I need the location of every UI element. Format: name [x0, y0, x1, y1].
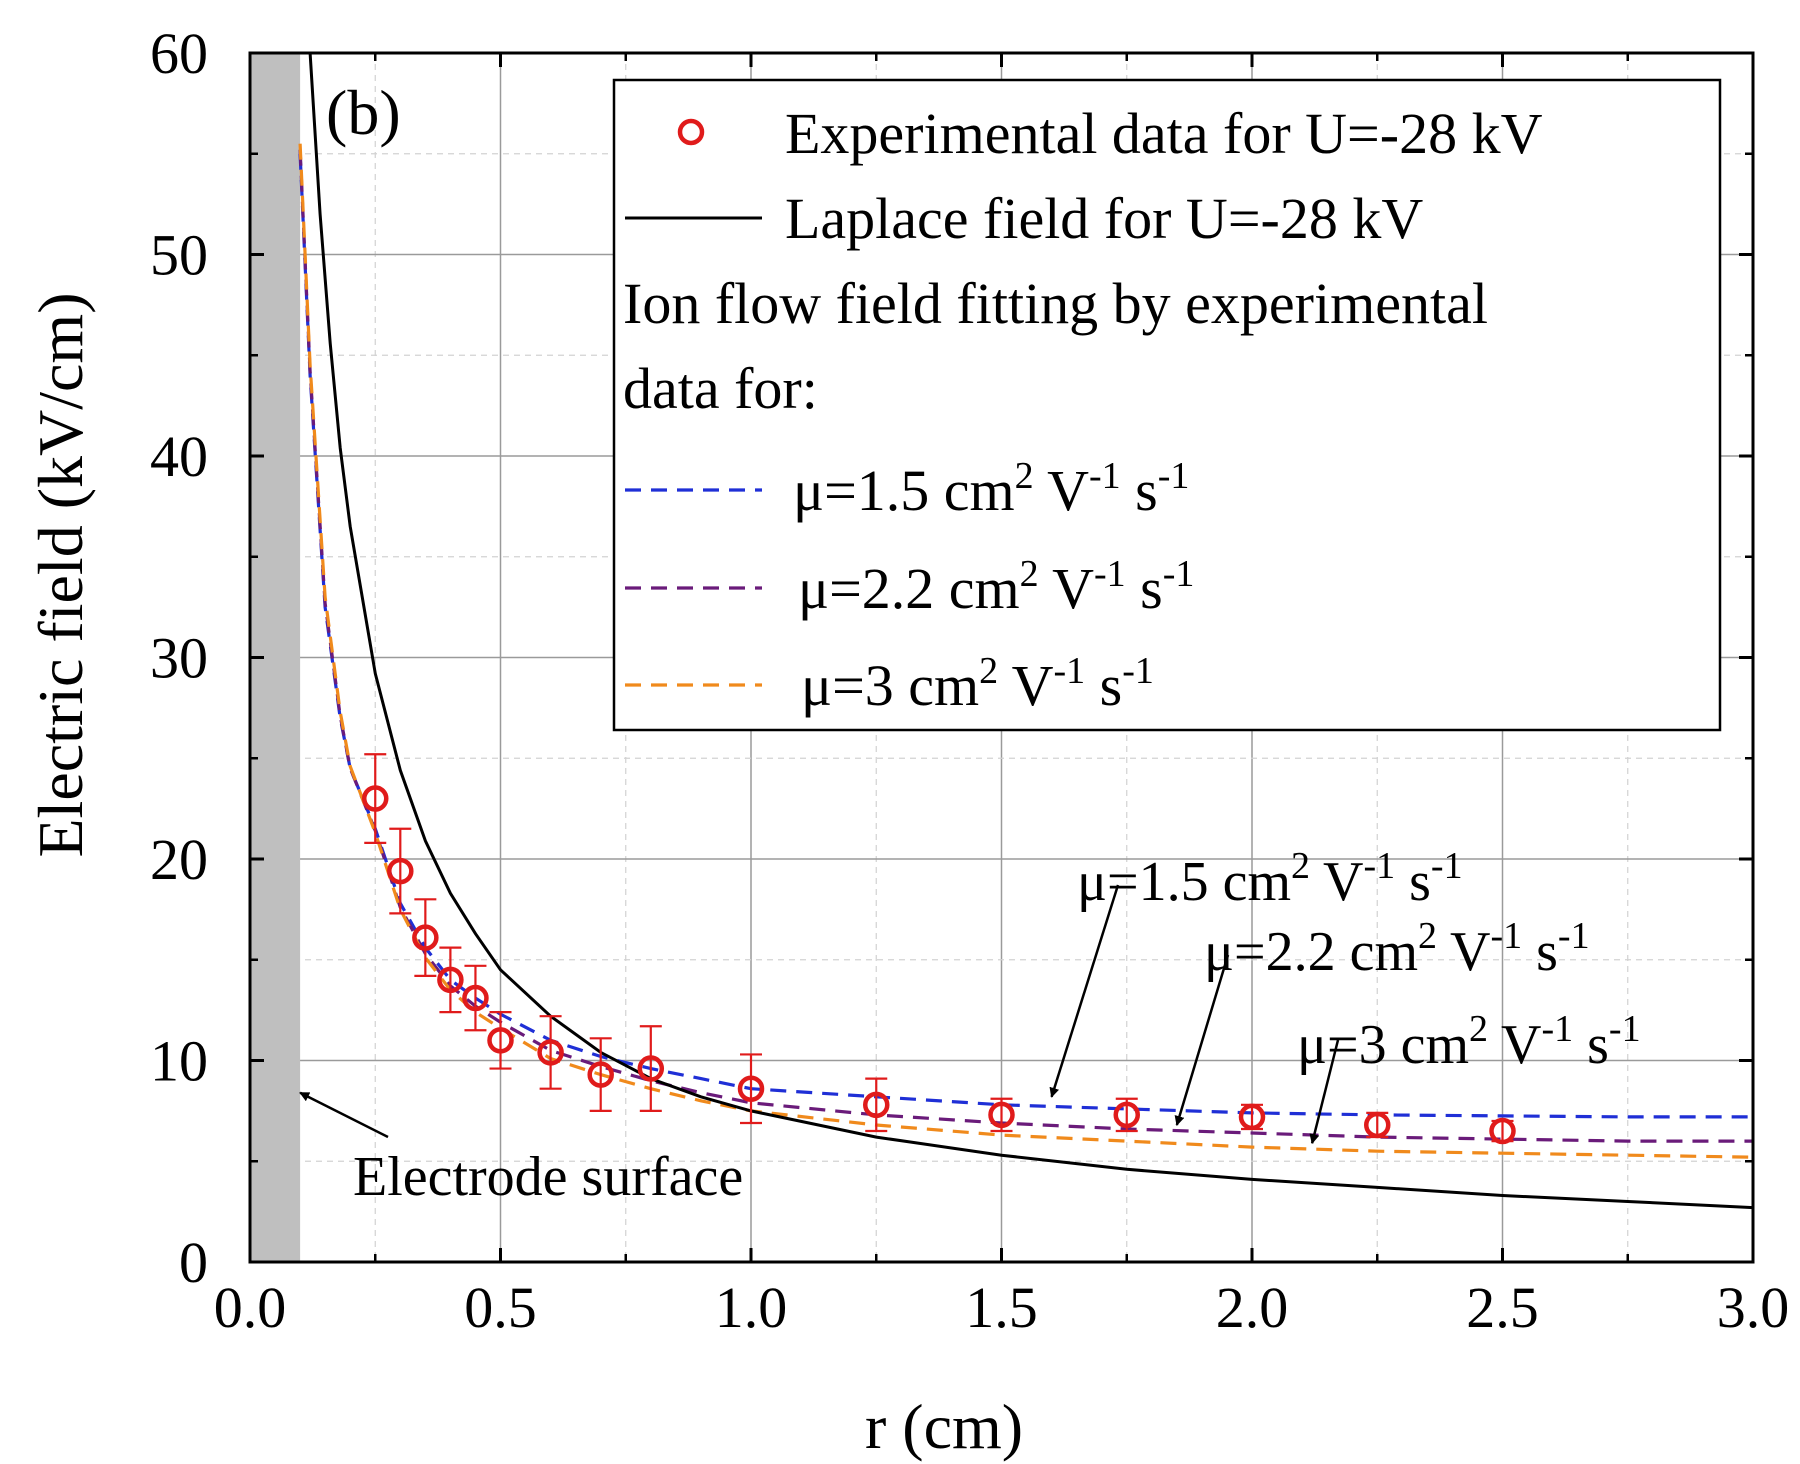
- experimental-point: [464, 966, 486, 1030]
- y-tick-label: 20: [150, 827, 208, 892]
- experimental-point: [1492, 1120, 1514, 1142]
- legend: Experimental data for U=-28 kV Laplace fi…: [614, 80, 1720, 730]
- legend-ion-flow-subtitle: data for:: [623, 356, 818, 421]
- y-tick-label: 0: [179, 1230, 208, 1295]
- legend-label-experimental: Experimental data for U=-28 kV: [785, 101, 1543, 166]
- y-tick-label: 40: [150, 424, 208, 489]
- y-tick-label: 10: [150, 1029, 208, 1094]
- experimental-point: [865, 1079, 887, 1131]
- x-tick-label: 3.0: [1717, 1275, 1790, 1340]
- x-axis-title: r (cm): [865, 1391, 1023, 1462]
- experimental-point: [389, 829, 411, 914]
- annotation-mu-2: μ=2.2 cm2 V-1 s-1: [1204, 915, 1590, 983]
- legend-label-mu-1: μ=1.5 cm2 V-1 s-1: [793, 455, 1189, 523]
- y-tick-label: 60: [150, 21, 208, 86]
- annotation-electrode-surface: Electrode surface: [353, 1146, 743, 1208]
- experimental-point: [1116, 1099, 1138, 1131]
- y-axis-title: Electric field (kV/cm): [25, 292, 96, 857]
- x-tick-label: 1.5: [965, 1275, 1038, 1340]
- electric-field-chart: 0.0 0.5 1.0 1.5 2.0 2.5 3.0 0 10 20 30 40 50 60 Elect…: [0, 0, 1800, 1464]
- legend-label-mu-3: μ=3 cm2 V-1 s-1: [801, 650, 1154, 718]
- legend-label-mu-2: μ=2.2 cm2 V-1 s-1: [798, 553, 1194, 621]
- experimental-point: [640, 1026, 662, 1111]
- y-tick-label: 30: [150, 626, 208, 691]
- annotation-mu-3: μ=3 cm2 V-1 s-1: [1297, 1008, 1641, 1076]
- annotation-arrow-2: [1052, 885, 1118, 1097]
- experimental-point: [590, 1038, 612, 1111]
- experimental-point: [1241, 1105, 1263, 1129]
- legend-ion-flow-title: Ion flow field fitting by experimental: [623, 271, 1488, 336]
- x-tick-label: 0.5: [464, 1275, 537, 1340]
- x-tick-label: 2.5: [1466, 1275, 1539, 1340]
- annotation-mu-1: μ=1.5 cm2 V-1 s-1: [1077, 845, 1463, 913]
- x-tick-label: 1.0: [715, 1275, 788, 1340]
- experimental-point: [364, 754, 386, 843]
- x-tick-label: 0.0: [214, 1275, 287, 1340]
- legend-label-laplace: Laplace field for U=-28 kV: [785, 186, 1423, 251]
- experimental-point: [1366, 1113, 1388, 1137]
- y-tick-label: 50: [150, 223, 208, 288]
- x-tick-label: 2.0: [1216, 1275, 1289, 1340]
- panel-label: (b): [326, 77, 401, 148]
